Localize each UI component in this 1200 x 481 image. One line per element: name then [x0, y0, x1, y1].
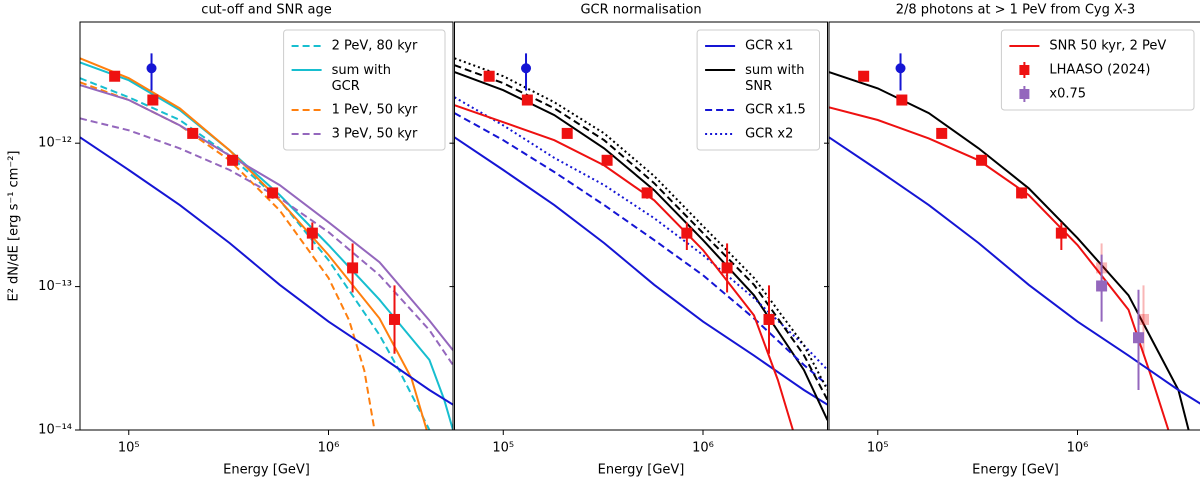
- legend-label: 1 PeV, 50 kyr: [332, 103, 418, 118]
- data-point: [347, 262, 359, 274]
- series-line: [80, 84, 453, 351]
- x-tick-label: 10⁶: [1067, 441, 1089, 456]
- panel-title: cut-off and SNR age: [201, 3, 331, 18]
- legend-label: GCR x1: [745, 39, 793, 54]
- data-point: [641, 187, 653, 199]
- data-point: [976, 154, 988, 166]
- data-point: [521, 94, 533, 106]
- data-point: [187, 127, 199, 139]
- data-point: [896, 94, 908, 106]
- series-line: [829, 71, 1190, 430]
- data-point: [521, 63, 532, 74]
- plot-area: [80, 53, 453, 430]
- series-line: [454, 104, 794, 430]
- data-point: [306, 227, 318, 239]
- x-tick-label: 10⁶: [692, 441, 714, 456]
- axes-frame: [828, 21, 1200, 431]
- data-point: [1055, 227, 1067, 239]
- y-tick-label: 10⁻¹²: [38, 136, 72, 151]
- legend-box: [283, 29, 446, 151]
- data-point: [763, 313, 775, 325]
- data-point: [561, 127, 573, 139]
- legend-label: SNR 50 kyr, 2 PeV: [1049, 39, 1166, 54]
- axes-frame: [79, 21, 454, 431]
- legend-label: sum with SNR: [745, 63, 804, 94]
- data-point: [147, 94, 159, 106]
- series-line: [829, 136, 1200, 405]
- data-point: [483, 70, 495, 82]
- series-line: [80, 117, 453, 366]
- series-line: [829, 106, 1170, 430]
- legend-swatch: [1019, 89, 1030, 99]
- data-point: [146, 63, 157, 74]
- x-axis-label: Energy [GeV]: [223, 463, 310, 478]
- series-line: [454, 71, 828, 421]
- data-point: [681, 227, 693, 239]
- data-point: [936, 127, 948, 139]
- legend-label: LHAASO (2024): [1049, 63, 1150, 78]
- data-point: [721, 262, 733, 274]
- series-line: [454, 112, 828, 386]
- series-line: [454, 136, 828, 406]
- data-point: [1096, 280, 1108, 292]
- panel-title: 2/8 photons at > 1 PeV from Cyg X-3: [896, 3, 1135, 18]
- legend-label: GCR x1.5: [745, 103, 806, 118]
- data-point: [227, 154, 239, 166]
- plot-area: [454, 53, 828, 430]
- x-tick-label: 10⁵: [118, 441, 140, 456]
- data-point: [895, 63, 906, 74]
- y-axis-label: E² dN/dE [erg s⁻¹ cm⁻²]: [7, 150, 22, 301]
- series-line: [454, 96, 828, 371]
- x-axis-label: Energy [GeV]: [972, 463, 1059, 478]
- series-line: [80, 136, 453, 406]
- x-tick-label: 10⁵: [867, 441, 889, 456]
- axes-frame: [454, 21, 828, 431]
- legend-swatch: [1019, 65, 1030, 75]
- data-point: [1016, 187, 1028, 199]
- legend-box: [1000, 29, 1195, 111]
- legend-label: GCR x2: [745, 127, 793, 142]
- legend-label: 2 PeV, 80 kyr: [332, 39, 418, 54]
- x-tick-label: 10⁵: [492, 441, 514, 456]
- series-line: [454, 57, 828, 391]
- legend-box: [696, 29, 820, 151]
- panel-title: GCR normalisation: [580, 3, 701, 18]
- data-point: [1133, 332, 1145, 344]
- data-point: [109, 70, 121, 82]
- data-point: [267, 187, 279, 199]
- data-point: [858, 70, 870, 82]
- y-tick-label: 10⁻¹⁴: [38, 423, 72, 438]
- series-line: [80, 77, 431, 430]
- series-line: [80, 57, 428, 430]
- legend-label: x0.75: [1049, 87, 1086, 102]
- x-tick-label: 10⁶: [318, 441, 340, 456]
- x-axis-label: Energy [GeV]: [598, 463, 685, 478]
- data-point: [601, 154, 613, 166]
- legend-label: sum with GCR: [332, 63, 391, 94]
- data-point: [389, 313, 401, 325]
- plot-area: [829, 53, 1200, 430]
- series-line: [454, 64, 828, 401]
- legend-label: 3 PeV, 50 kyr: [332, 127, 418, 142]
- y-tick-label: 10⁻¹³: [38, 279, 72, 294]
- data-point: [1138, 313, 1150, 325]
